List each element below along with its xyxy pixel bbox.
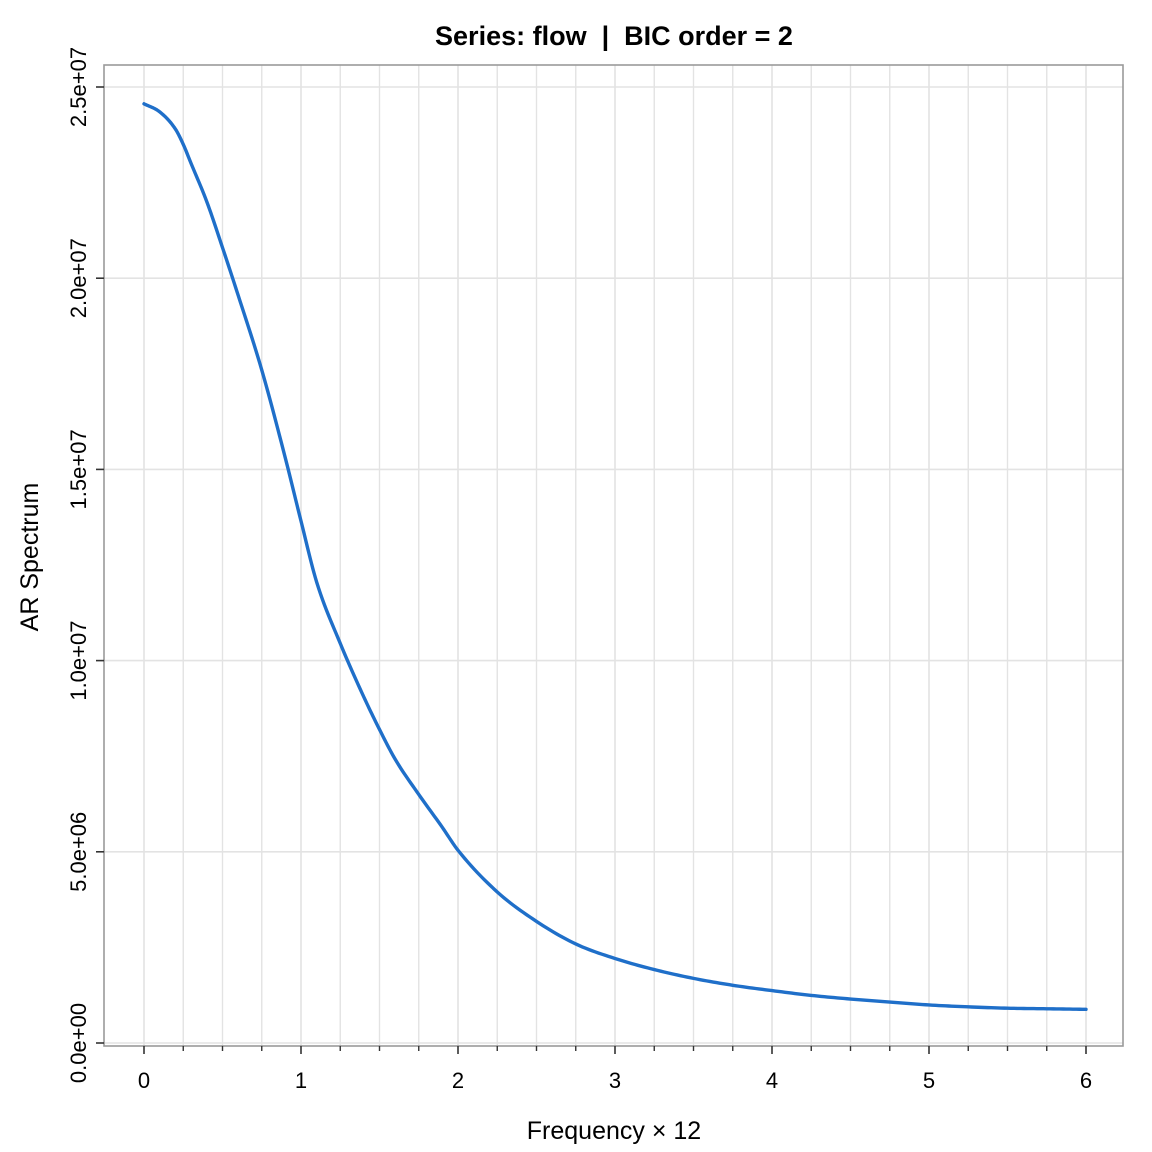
plot-frame <box>103 64 1124 1047</box>
x-tick-label-2: 2 <box>452 1068 464 1093</box>
y-tick-label-1: 5.0e+06 <box>66 812 91 892</box>
x-tick-label-0: 0 <box>138 1068 150 1093</box>
x-axis-title: Frequency × 12 <box>527 1117 701 1145</box>
y-tick-label-3: 1.5e+07 <box>66 429 91 509</box>
series-layer <box>142 102 1088 1012</box>
chart-title: Series: flow | BIC order = 2 <box>435 21 793 51</box>
grid-lines <box>104 65 1123 1046</box>
y-axis-title: AR Spectrum <box>16 483 44 632</box>
axes: 0 1 2 3 4 5 6 0.0e+00 5.0e+06 1.0e+07 1.5e+07 2.0e+… <box>66 47 1092 1093</box>
x-tick-label-3: 3 <box>609 1068 621 1093</box>
y-tick-label-5: 2.5e+07 <box>66 47 91 127</box>
x-tick-label-5: 5 <box>923 1068 935 1093</box>
y-tick-label-2: 1.0e+07 <box>66 621 91 701</box>
x-tick-label-4: 4 <box>766 1068 778 1093</box>
y-tick-label-0: 0.0e+00 <box>66 1003 91 1083</box>
spectrum-line-series-0 <box>142 102 1088 1012</box>
x-tick-label-6: 6 <box>1080 1068 1092 1093</box>
x-tick-label-1: 1 <box>295 1068 307 1093</box>
y-tick-label-4: 2.0e+07 <box>66 238 91 318</box>
